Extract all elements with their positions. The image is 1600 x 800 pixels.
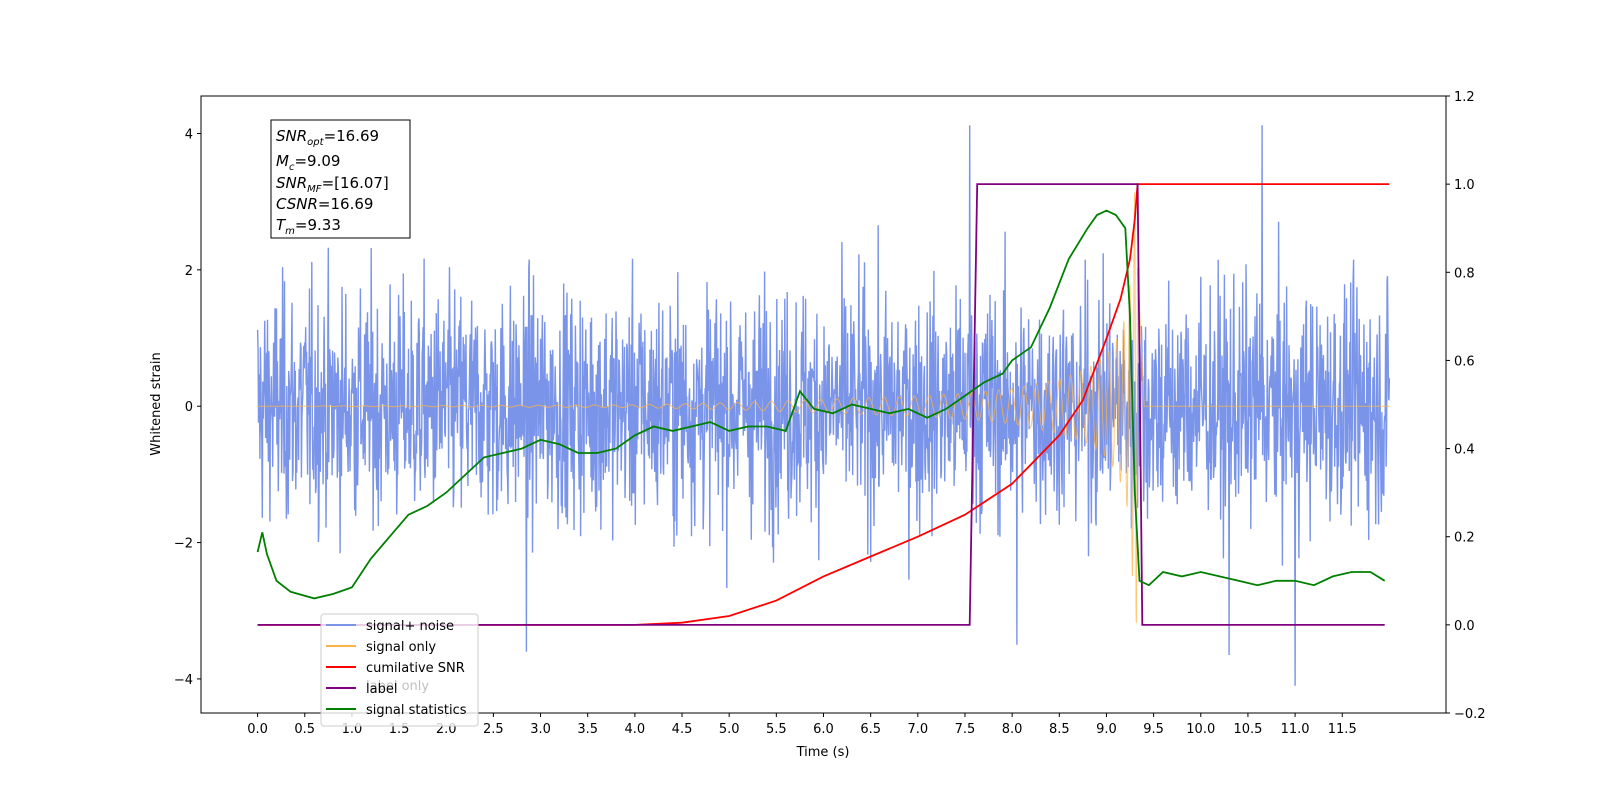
y-axis-right: 1.2 1.0 0.8 0.6 0.4 0.2 0.0 −0.2 xyxy=(1446,90,1486,722)
x-tick-label-16: 8.0 xyxy=(1002,722,1023,737)
y-right-tick-label-2: 0.8 xyxy=(1454,266,1475,281)
x-tick-label-7: 3.5 xyxy=(577,722,598,737)
chirp-mass-text: Mc=9.09 xyxy=(276,152,340,173)
x-tick-label-11: 5.5 xyxy=(766,722,787,737)
info-box-frame xyxy=(270,119,411,239)
x-tick-label-5: 2.5 xyxy=(483,722,504,737)
legend-label-signal-noise: signal+ noise xyxy=(366,619,454,634)
y-left-tick-label-4: −4 xyxy=(174,673,193,688)
x-tick-label-23: 11.5 xyxy=(1328,722,1357,737)
merger-time-text: Tm=9.33 xyxy=(276,216,341,237)
x-tick-label-8: 4.0 xyxy=(625,722,646,737)
csnr-text: CSNR=16.69 xyxy=(276,195,373,213)
x-tick-label-20: 10.0 xyxy=(1186,722,1215,737)
y-right-tick-label-1: 1.0 xyxy=(1454,178,1475,193)
x-tick-label-14: 7.0 xyxy=(907,722,928,737)
x-tick-label-21: 10.5 xyxy=(1233,722,1262,737)
x-tick-label-12: 6.0 xyxy=(813,722,834,737)
x-tick-label-15: 7.5 xyxy=(955,722,976,737)
x-tick-label-19: 9.5 xyxy=(1143,722,1164,737)
plot-area xyxy=(256,125,1391,686)
y-left-tick-label-3: −2 xyxy=(174,537,193,552)
y-right-tick-label-4: 0.4 xyxy=(1454,443,1475,458)
x-tick-label-6: 3.0 xyxy=(530,722,551,737)
x-tick-label-0: 0.0 xyxy=(247,722,268,737)
y-left-tick-label-1: 2 xyxy=(185,264,193,279)
x-tick-label-10: 5.0 xyxy=(719,722,740,737)
info-box: SNRopt=16.69 Mc=9.09 SNRMF=[16.07] CSNR=… xyxy=(270,119,411,239)
y-right-tick-label-5: 0.2 xyxy=(1454,531,1475,546)
x-tick-label-13: 6.5 xyxy=(860,722,881,737)
legend-label-signal-only: signal only xyxy=(366,640,436,655)
legend-label-label: label xyxy=(366,682,397,697)
y-axis-left: 4 2 0 −2 −4 xyxy=(174,127,201,688)
y-axis-left-label: Whitened strain xyxy=(149,352,164,455)
x-tick-label-18: 9.0 xyxy=(1096,722,1117,737)
x-tick-label-17: 8.5 xyxy=(1049,722,1070,737)
x-tick-label-1: 0.5 xyxy=(294,722,315,737)
series-cumulative-snr-line xyxy=(257,183,1390,626)
snr-mf-text: SNRMF=[16.07] xyxy=(276,174,389,195)
legend-label-signal-statistics: signal statistics xyxy=(366,703,467,718)
y-right-tick-label-7: −0.2 xyxy=(1454,707,1486,722)
y-right-tick-label-0: 1.2 xyxy=(1454,90,1475,105)
series-signal-only-line xyxy=(257,192,1390,624)
legend-frame xyxy=(320,613,479,727)
y-right-tick-label-6: 0.0 xyxy=(1454,619,1475,634)
x-tick-label-22: 11.0 xyxy=(1281,722,1310,737)
x-tick-label-9: 4.5 xyxy=(672,722,693,737)
series-signal-statistics-line xyxy=(256,209,1386,600)
series-label-line xyxy=(257,183,1385,626)
y-left-tick-label-0: 4 xyxy=(185,127,193,142)
x-axis-label: Time (s) xyxy=(796,745,850,760)
legend: signal+ noise signal only cumilative SNR… xyxy=(320,613,479,727)
y-right-tick-label-3: 0.6 xyxy=(1454,354,1475,369)
y-left-tick-label-2: 0 xyxy=(185,400,193,415)
snr-opt-text: SNRopt=16.69 xyxy=(276,127,379,148)
legend-label-label-only-ghost: label only xyxy=(366,679,429,694)
legend-label-cumulative-snr: cumilative SNR xyxy=(366,661,465,676)
series-signal-noise-line xyxy=(256,125,1391,686)
